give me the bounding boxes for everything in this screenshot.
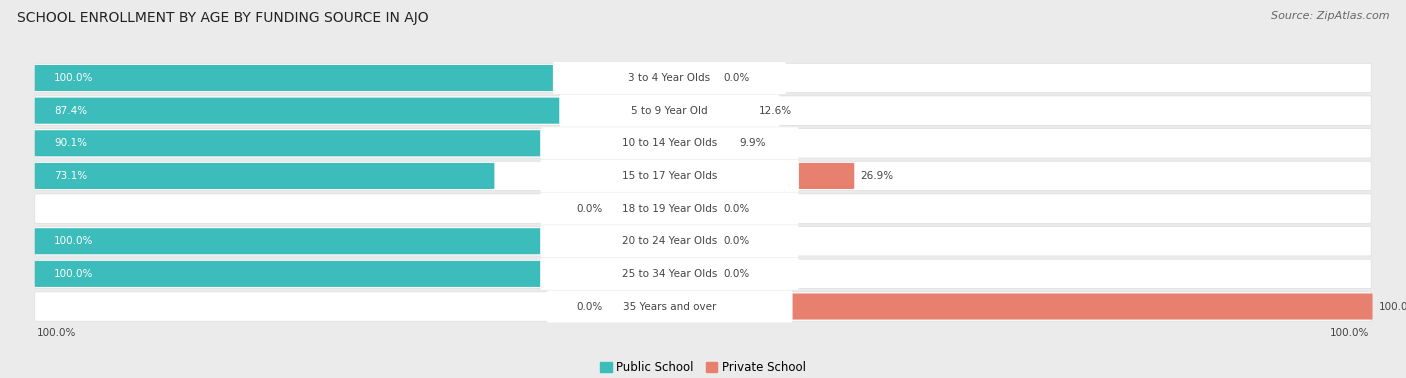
Legend: Public School, Private School: Public School, Private School [595, 356, 811, 378]
Text: 12.6%: 12.6% [759, 105, 792, 116]
FancyBboxPatch shape [35, 292, 1371, 321]
Text: 0.0%: 0.0% [723, 204, 749, 214]
Text: 10 to 14 Year Olds: 10 to 14 Year Olds [621, 138, 717, 148]
FancyBboxPatch shape [35, 129, 1371, 158]
FancyBboxPatch shape [35, 130, 602, 156]
Text: 100.0%: 100.0% [1330, 328, 1369, 338]
Text: 26.9%: 26.9% [860, 171, 893, 181]
Text: 87.4%: 87.4% [55, 105, 87, 116]
Text: 3 to 4 Year Olds: 3 to 4 Year Olds [628, 73, 710, 83]
FancyBboxPatch shape [35, 259, 1371, 288]
FancyBboxPatch shape [540, 127, 799, 159]
FancyBboxPatch shape [553, 62, 786, 94]
Text: 0.0%: 0.0% [723, 236, 749, 246]
FancyBboxPatch shape [540, 225, 799, 257]
Text: SCHOOL ENROLLMENT BY AGE BY FUNDING SOURCE IN AJO: SCHOOL ENROLLMENT BY AGE BY FUNDING SOUR… [17, 11, 429, 25]
FancyBboxPatch shape [35, 65, 664, 91]
FancyBboxPatch shape [662, 163, 855, 189]
FancyBboxPatch shape [662, 293, 1372, 319]
Text: 100.0%: 100.0% [55, 269, 94, 279]
FancyBboxPatch shape [35, 228, 664, 254]
Text: 0.0%: 0.0% [723, 73, 749, 83]
Text: 100.0%: 100.0% [1378, 302, 1406, 311]
FancyBboxPatch shape [540, 258, 799, 290]
Text: 90.1%: 90.1% [55, 138, 87, 148]
FancyBboxPatch shape [540, 160, 799, 192]
FancyBboxPatch shape [35, 161, 1371, 191]
FancyBboxPatch shape [662, 229, 717, 254]
FancyBboxPatch shape [35, 261, 664, 287]
Text: 73.1%: 73.1% [55, 171, 87, 181]
FancyBboxPatch shape [560, 94, 780, 127]
FancyBboxPatch shape [35, 163, 495, 189]
Text: 0.0%: 0.0% [723, 269, 749, 279]
FancyBboxPatch shape [35, 64, 1371, 93]
Text: 0.0%: 0.0% [576, 204, 603, 214]
FancyBboxPatch shape [609, 196, 664, 221]
FancyBboxPatch shape [609, 294, 664, 319]
FancyBboxPatch shape [540, 192, 799, 225]
Text: 100.0%: 100.0% [55, 73, 94, 83]
FancyBboxPatch shape [662, 196, 717, 221]
FancyBboxPatch shape [662, 98, 752, 124]
Text: 18 to 19 Year Olds: 18 to 19 Year Olds [621, 204, 717, 214]
Text: 5 to 9 Year Old: 5 to 9 Year Old [631, 105, 707, 116]
FancyBboxPatch shape [547, 291, 793, 322]
Text: 15 to 17 Year Olds: 15 to 17 Year Olds [621, 171, 717, 181]
FancyBboxPatch shape [35, 98, 585, 124]
FancyBboxPatch shape [35, 194, 1371, 223]
Text: 100.0%: 100.0% [55, 236, 94, 246]
Text: 20 to 24 Year Olds: 20 to 24 Year Olds [621, 236, 717, 246]
FancyBboxPatch shape [662, 66, 717, 90]
Text: 35 Years and over: 35 Years and over [623, 302, 716, 311]
FancyBboxPatch shape [662, 130, 734, 156]
Text: 9.9%: 9.9% [740, 138, 766, 148]
Text: 0.0%: 0.0% [576, 302, 603, 311]
Text: 25 to 34 Year Olds: 25 to 34 Year Olds [621, 269, 717, 279]
FancyBboxPatch shape [35, 226, 1371, 256]
Text: 100.0%: 100.0% [37, 328, 76, 338]
FancyBboxPatch shape [662, 262, 717, 286]
Text: Source: ZipAtlas.com: Source: ZipAtlas.com [1271, 11, 1389, 21]
FancyBboxPatch shape [35, 96, 1371, 125]
